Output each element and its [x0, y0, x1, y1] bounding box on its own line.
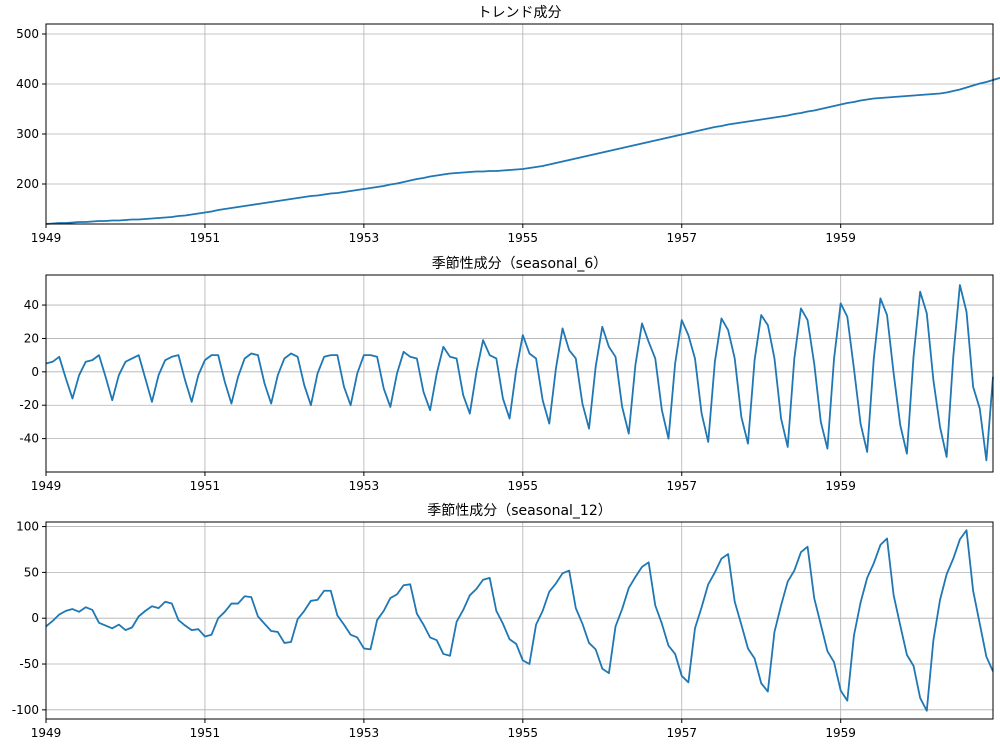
x-tick-label: 1957	[666, 726, 697, 740]
x-tick-label: 1957	[666, 479, 697, 493]
y-tick-label: 200	[16, 177, 39, 191]
x-tick-label: 1959	[825, 479, 856, 493]
axes-frame	[45, 521, 994, 720]
x-tick-label: 1959	[825, 726, 856, 740]
x-tick-label: 1953	[349, 231, 380, 245]
x-tick-label: 1955	[508, 479, 539, 493]
chart-panel-3: 1949 1951 1953 1955 1957 1959 -100 -50 0 50 100 季節性…	[12, 502, 994, 740]
x-tick-label: 1959	[825, 231, 856, 245]
series-line-1	[45, 76, 1000, 225]
y-tick-label: 300	[16, 127, 39, 141]
x-tick-label: 1955	[508, 231, 539, 245]
axes-frame	[45, 274, 994, 473]
series-line-1	[45, 284, 994, 462]
y-tick-label: 400	[16, 77, 39, 91]
y-tick-label: 20	[24, 331, 39, 345]
chart-panel-2: 1949 1951 1953 1955 1957 1959 -40 -20 0 20 40 季節性成分…	[19, 255, 994, 493]
x-tick-label: 1949	[31, 231, 62, 245]
x-tick-label: 1957	[666, 231, 697, 245]
y-tick-label: -40	[19, 432, 39, 446]
y-tick-label: 0	[31, 611, 39, 625]
y-tick-label: 50	[24, 565, 39, 579]
x-tick-label: 1951	[190, 479, 221, 493]
chart-panel-1: 1949 1951 1953 1955 1957 1959 200 300 400 500 トレンド…	[16, 5, 1000, 245]
y-tick-label: -100	[12, 703, 39, 717]
x-tick-label: 1951	[190, 726, 221, 740]
x-tick-label: 1949	[31, 726, 62, 740]
y-tick-label: 100	[16, 520, 39, 534]
y-tick-label: 0	[31, 365, 39, 379]
series-line-1	[45, 529, 994, 712]
x-tick-label: 1951	[190, 231, 221, 245]
y-tick-label: -20	[19, 398, 39, 412]
y-tick-label: 500	[16, 27, 39, 41]
y-tick-label: 40	[24, 298, 39, 312]
axes-frame	[45, 23, 994, 225]
chart-title: 季節性成分（seasonal_6）	[432, 255, 608, 272]
x-tick-label: 1953	[349, 726, 380, 740]
x-tick-label: 1949	[31, 479, 62, 493]
chart-title: 季節性成分（seasonal_12）	[427, 502, 612, 519]
chart-title: トレンド成分	[478, 5, 562, 21]
x-tick-label: 1955	[508, 726, 539, 740]
y-tick-label: -50	[19, 657, 39, 671]
x-tick-label: 1953	[349, 479, 380, 493]
